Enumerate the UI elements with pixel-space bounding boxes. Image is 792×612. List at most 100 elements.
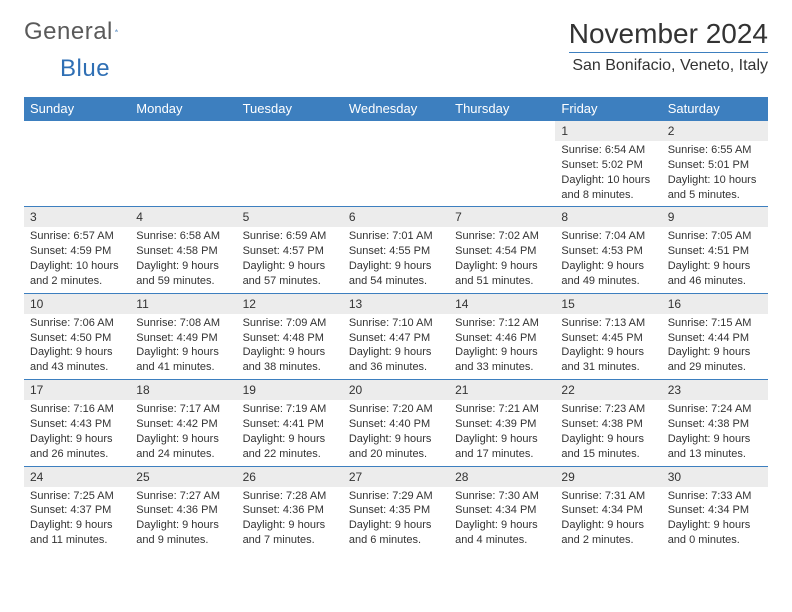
sunset-text: Sunset: 4:48 PM <box>243 331 337 346</box>
day-number-cell: 26 <box>237 466 343 487</box>
daylight-text: Daylight: 10 hours and 5 minutes. <box>668 173 762 203</box>
daylight-text: Daylight: 9 hours and 41 minutes. <box>136 345 230 375</box>
sunset-text: Sunset: 4:44 PM <box>668 331 762 346</box>
daylight-text: Daylight: 9 hours and 43 minutes. <box>30 345 124 375</box>
sail-icon <box>115 21 119 39</box>
daylight-text: Daylight: 9 hours and 7 minutes. <box>243 518 337 548</box>
sunrise-text: Sunrise: 6:55 AM <box>668 143 762 158</box>
day-details-cell: Sunrise: 7:23 AMSunset: 4:38 PMDaylight:… <box>555 400 661 466</box>
daylight-text: Daylight: 9 hours and 49 minutes. <box>561 259 655 289</box>
location: San Bonifacio, Veneto, Italy <box>569 57 768 75</box>
daylight-text: Daylight: 9 hours and 46 minutes. <box>668 259 762 289</box>
sunset-text: Sunset: 4:50 PM <box>30 331 124 346</box>
day-details-cell: Sunrise: 7:33 AMSunset: 4:34 PMDaylight:… <box>662 487 768 552</box>
daylight-text: Daylight: 9 hours and 31 minutes. <box>561 345 655 375</box>
brand-part2: Blue <box>60 55 110 83</box>
sunrise-text: Sunrise: 7:29 AM <box>349 489 443 504</box>
sunset-text: Sunset: 4:40 PM <box>349 417 443 432</box>
sunset-text: Sunset: 4:38 PM <box>668 417 762 432</box>
day-details-cell: Sunrise: 7:01 AMSunset: 4:55 PMDaylight:… <box>343 227 449 293</box>
daylight-text: Daylight: 10 hours and 2 minutes. <box>30 259 124 289</box>
sunset-text: Sunset: 4:36 PM <box>136 503 230 518</box>
sunset-text: Sunset: 4:58 PM <box>136 244 230 259</box>
sunrise-text: Sunrise: 7:19 AM <box>243 402 337 417</box>
day-details-cell <box>130 141 236 207</box>
day-number-cell: 22 <box>555 380 661 401</box>
weekday-header: Thursday <box>449 97 555 121</box>
sunrise-text: Sunrise: 7:04 AM <box>561 229 655 244</box>
day-details-cell: Sunrise: 6:57 AMSunset: 4:59 PMDaylight:… <box>24 227 130 293</box>
day-details-cell: Sunrise: 7:12 AMSunset: 4:46 PMDaylight:… <box>449 314 555 380</box>
day-number-cell: 23 <box>662 380 768 401</box>
sunset-text: Sunset: 4:43 PM <box>30 417 124 432</box>
day-details-cell: Sunrise: 6:55 AMSunset: 5:01 PMDaylight:… <box>662 141 768 207</box>
day-details-cell <box>237 141 343 207</box>
sunset-text: Sunset: 4:49 PM <box>136 331 230 346</box>
day-details-cell: Sunrise: 7:04 AMSunset: 4:53 PMDaylight:… <box>555 227 661 293</box>
day-number-cell: 1 <box>555 121 661 142</box>
day-details-cell: Sunrise: 7:31 AMSunset: 4:34 PMDaylight:… <box>555 487 661 552</box>
sunset-text: Sunset: 4:38 PM <box>561 417 655 432</box>
daylight-text: Daylight: 9 hours and 26 minutes. <box>30 432 124 462</box>
daynum-row: 12 <box>24 121 768 142</box>
brand-logo: General <box>24 18 137 46</box>
day-number-cell: 13 <box>343 293 449 314</box>
day-number-cell: 16 <box>662 293 768 314</box>
sunset-text: Sunset: 4:59 PM <box>30 244 124 259</box>
sunrise-text: Sunrise: 7:05 AM <box>668 229 762 244</box>
sunrise-text: Sunrise: 7:06 AM <box>30 316 124 331</box>
daylight-text: Daylight: 9 hours and 51 minutes. <box>455 259 549 289</box>
daynum-row: 24252627282930 <box>24 466 768 487</box>
day-details-cell: Sunrise: 7:21 AMSunset: 4:39 PMDaylight:… <box>449 400 555 466</box>
sunset-text: Sunset: 5:02 PM <box>561 158 655 173</box>
sunset-text: Sunset: 4:34 PM <box>455 503 549 518</box>
sunrise-text: Sunrise: 6:59 AM <box>243 229 337 244</box>
sunrise-text: Sunrise: 7:27 AM <box>136 489 230 504</box>
weekday-header: Sunday <box>24 97 130 121</box>
sunrise-text: Sunrise: 7:01 AM <box>349 229 443 244</box>
daylight-text: Daylight: 9 hours and 11 minutes. <box>30 518 124 548</box>
sunset-text: Sunset: 4:39 PM <box>455 417 549 432</box>
sunrise-text: Sunrise: 7:33 AM <box>668 489 762 504</box>
daylight-text: Daylight: 9 hours and 4 minutes. <box>455 518 549 548</box>
sunset-text: Sunset: 4:36 PM <box>243 503 337 518</box>
day-details-cell: Sunrise: 7:24 AMSunset: 4:38 PMDaylight:… <box>662 400 768 466</box>
sunrise-text: Sunrise: 7:20 AM <box>349 402 443 417</box>
sunset-text: Sunset: 4:42 PM <box>136 417 230 432</box>
daylight-text: Daylight: 9 hours and 22 minutes. <box>243 432 337 462</box>
daylight-text: Daylight: 9 hours and 59 minutes. <box>136 259 230 289</box>
daylight-text: Daylight: 10 hours and 8 minutes. <box>561 173 655 203</box>
sunrise-text: Sunrise: 7:15 AM <box>668 316 762 331</box>
daynum-row: 3456789 <box>24 207 768 228</box>
sunrise-text: Sunrise: 7:13 AM <box>561 316 655 331</box>
day-details-cell: Sunrise: 7:29 AMSunset: 4:35 PMDaylight:… <box>343 487 449 552</box>
day-number-cell <box>24 121 130 142</box>
day-details-cell: Sunrise: 7:28 AMSunset: 4:36 PMDaylight:… <box>237 487 343 552</box>
sunset-text: Sunset: 4:46 PM <box>455 331 549 346</box>
daylight-text: Daylight: 9 hours and 2 minutes. <box>561 518 655 548</box>
day-number-cell: 19 <box>237 380 343 401</box>
day-number-cell: 6 <box>343 207 449 228</box>
day-number-cell <box>449 121 555 142</box>
sunrise-text: Sunrise: 6:54 AM <box>561 143 655 158</box>
day-number-cell: 11 <box>130 293 236 314</box>
day-number-cell: 8 <box>555 207 661 228</box>
day-details-cell: Sunrise: 7:13 AMSunset: 4:45 PMDaylight:… <box>555 314 661 380</box>
sunrise-text: Sunrise: 7:21 AM <box>455 402 549 417</box>
day-details-cell: Sunrise: 7:10 AMSunset: 4:47 PMDaylight:… <box>343 314 449 380</box>
weekday-header: Saturday <box>662 97 768 121</box>
day-number-cell: 17 <box>24 380 130 401</box>
calendar-page: General November 2024 San Bonifacio, Ven… <box>0 0 792 562</box>
day-number-cell: 5 <box>237 207 343 228</box>
daynum-row: 17181920212223 <box>24 380 768 401</box>
day-number-cell: 12 <box>237 293 343 314</box>
day-details-cell: Sunrise: 7:06 AMSunset: 4:50 PMDaylight:… <box>24 314 130 380</box>
day-details-cell: Sunrise: 7:15 AMSunset: 4:44 PMDaylight:… <box>662 314 768 380</box>
weekday-header: Friday <box>555 97 661 121</box>
day-number-cell: 28 <box>449 466 555 487</box>
weekday-header: Tuesday <box>237 97 343 121</box>
day-details-cell: Sunrise: 7:16 AMSunset: 4:43 PMDaylight:… <box>24 400 130 466</box>
sunrise-text: Sunrise: 7:12 AM <box>455 316 549 331</box>
day-details-cell: Sunrise: 6:59 AMSunset: 4:57 PMDaylight:… <box>237 227 343 293</box>
daylight-text: Daylight: 9 hours and 54 minutes. <box>349 259 443 289</box>
